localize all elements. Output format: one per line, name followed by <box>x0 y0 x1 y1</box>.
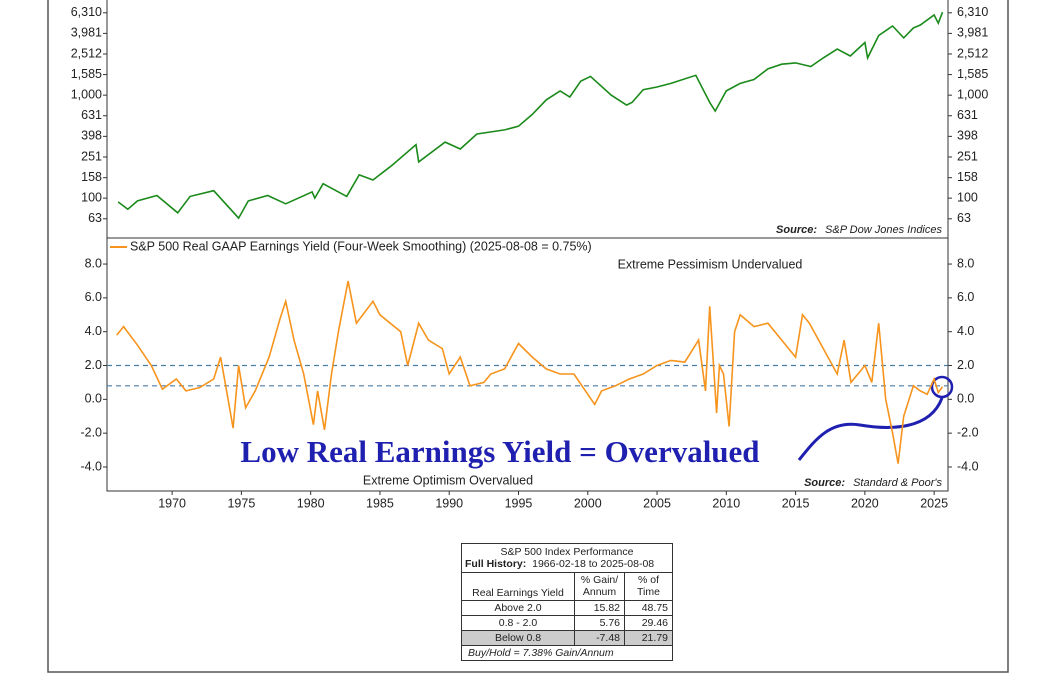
y-tick-label: 100 <box>81 190 102 204</box>
table-cell: 48.75 <box>624 601 672 615</box>
header-cell: % Gain/ Annum <box>574 573 624 600</box>
y-tick-label-right: 631 <box>957 108 978 122</box>
y-tick-label: 1,585 <box>71 67 102 81</box>
table-row: 0.8 - 2.0 5.76 29.46 <box>462 615 672 630</box>
y-tick-label-right: 158 <box>957 170 978 184</box>
y-tick-label-right: 3,981 <box>957 26 988 40</box>
table-cell: 0.8 - 2.0 <box>498 617 538 629</box>
x-tick-label: 2020 <box>851 496 879 510</box>
y-tick-label-right: 0.0 <box>957 392 974 406</box>
y-tick-label: 2.0 <box>85 358 102 372</box>
table-cell: -7.48 <box>574 631 624 645</box>
annotation: Extreme Optimism Overvalued <box>363 473 533 487</box>
table-cell: 15.82 <box>574 601 624 615</box>
table-header: Real Earnings Yield % Gain/ Annum % of T… <box>462 572 672 600</box>
y-tick-label-right: -2.0 <box>957 425 979 439</box>
y-tick-label: 2,512 <box>71 46 102 60</box>
x-tick-label: 2015 <box>782 496 810 510</box>
y-tick-label-right: 6,310 <box>957 5 988 19</box>
y-tick-label-right: 1,000 <box>957 87 988 101</box>
x-tick-label: 1990 <box>435 496 463 510</box>
x-tick-label: 1985 <box>366 496 394 510</box>
y-tick-label-right: 8.0 <box>957 256 974 270</box>
table-cell: 29.46 <box>624 616 672 630</box>
x-tick-label: 2005 <box>643 496 671 510</box>
source: Source: Standard & Poor's <box>804 477 942 489</box>
y-tick-label: 1,000 <box>71 87 102 101</box>
y-tick-label-right: 4.0 <box>957 324 974 338</box>
source: Source: S&P Dow Jones Indices <box>776 224 942 236</box>
y-tick-label: 6.0 <box>85 290 102 304</box>
y-tick-label: 4.0 <box>85 324 102 338</box>
history-label: Full History: <box>465 558 527 570</box>
bottom-panel-frame <box>106 237 949 492</box>
y-tick-label: 631 <box>81 108 102 122</box>
table-cell: Below 0.8 <box>494 632 542 644</box>
x-tick-label: 2010 <box>712 496 740 510</box>
annotation: Extreme Pessimism Undervalued <box>618 257 803 271</box>
source-label: Source: <box>804 477 845 489</box>
y-tick-label-right: 2.0 <box>957 358 974 372</box>
y-tick-label-right: 2,512 <box>957 46 988 60</box>
y-tick-label: 158 <box>81 170 102 184</box>
history-range: 1966-02-18 to 2025-08-08 <box>532 558 655 570</box>
callout-arrow <box>797 397 944 461</box>
y-tick-label: 398 <box>81 129 102 143</box>
y-tick-label: 0.0 <box>85 392 102 406</box>
x-tick-label: 1975 <box>227 496 255 510</box>
x-tick-label: 1980 <box>297 496 325 510</box>
y-tick-label-right: -4.0 <box>957 459 979 473</box>
table-cell: 21.79 <box>624 631 672 645</box>
y-tick-label-right: 6.0 <box>957 290 974 304</box>
callout-circle <box>930 375 954 399</box>
header-cell: % of Time <box>624 573 672 600</box>
source-label: Source: <box>776 224 817 236</box>
table-row: Above 2.0 15.82 48.75 <box>462 600 672 615</box>
table-cell: Above 2.0 <box>494 602 542 614</box>
x-tick-label: 1970 <box>158 496 186 510</box>
source-name: S&P Dow Jones Indices <box>825 224 942 236</box>
y-tick-label: 63 <box>88 211 102 225</box>
source-name: Standard & Poor's <box>853 477 942 489</box>
header-cell: Real Earnings Yield <box>472 587 564 599</box>
table-cell: 5.76 <box>574 616 624 630</box>
legend-label: S&P 500 Real GAAP Earnings Yield (Four-W… <box>130 239 592 253</box>
y-tick-label-right: 251 <box>957 149 978 163</box>
x-tick-label: 1995 <box>505 496 533 510</box>
y-tick-label-right: 1,585 <box>957 67 988 81</box>
y-tick-label-right: 63 <box>957 211 971 225</box>
table-footer: Buy/Hold = 7.38% Gain/Annum <box>462 645 672 660</box>
y-tick-label: -2.0 <box>80 425 102 439</box>
y-tick-label: 6,310 <box>71 5 102 19</box>
table-history: Full History: 1966-02-18 to 2025-08-08 <box>462 558 672 572</box>
callout: Low Real Earnings Yield = Overvalued <box>240 434 759 469</box>
y-tick-label: -4.0 <box>80 459 102 473</box>
y-tick-label: 251 <box>81 149 102 163</box>
x-tick-label: 2025 <box>920 496 948 510</box>
y-tick-label-right: 100 <box>957 190 978 204</box>
x-tick-label: 2000 <box>574 496 602 510</box>
y-tick-label: 3,981 <box>71 26 102 40</box>
performance-table: S&P 500 Index Performance Full History: … <box>461 543 673 661</box>
series-line <box>117 11 944 220</box>
table-row: Below 0.8 -7.48 21.79 <box>462 630 672 645</box>
series-line <box>116 280 944 464</box>
outer-frame <box>47 0 1009 673</box>
y-tick-label-right: 398 <box>957 129 978 143</box>
table-title: S&P 500 Index Performance <box>500 546 634 558</box>
y-tick-label: 8.0 <box>85 256 102 270</box>
